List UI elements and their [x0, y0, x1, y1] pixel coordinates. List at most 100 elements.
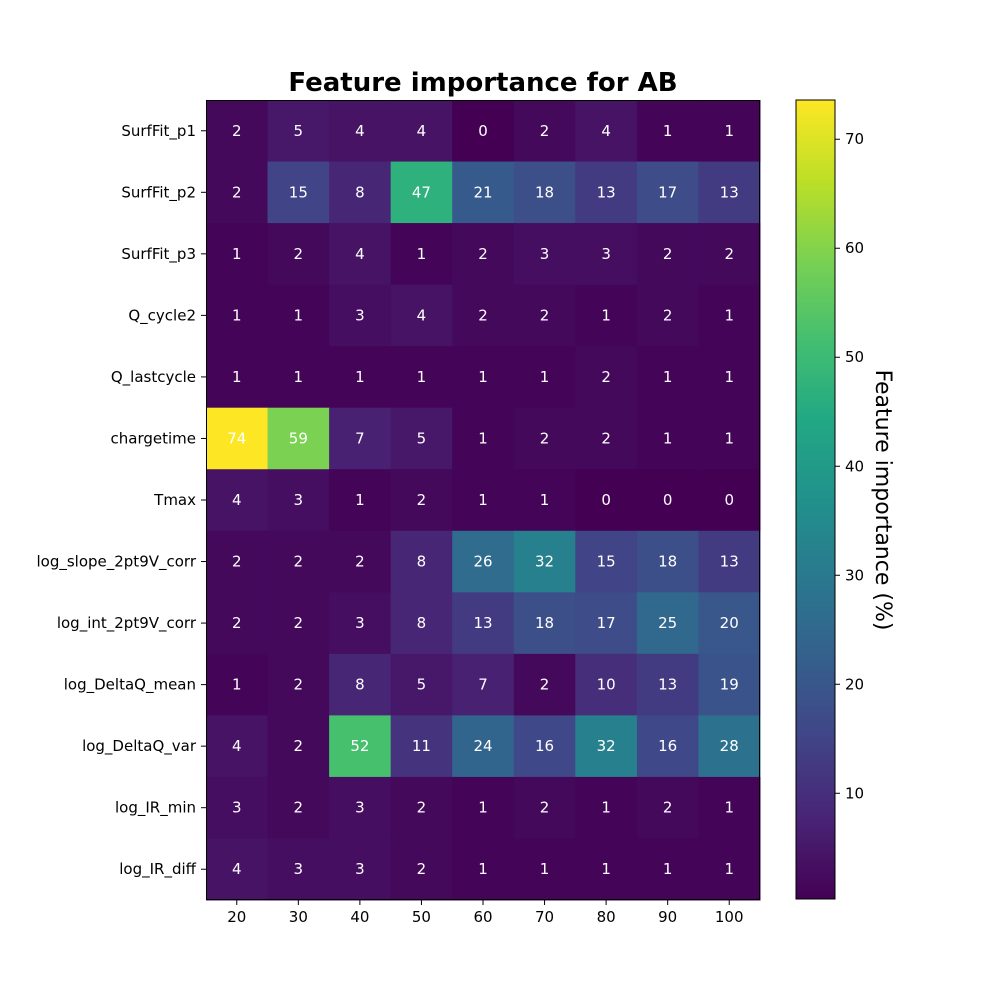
- colorbar-ticks: 10 20 30 40 50 60 70: [835, 130, 864, 802]
- x-tick-label: 30: [289, 908, 308, 926]
- cell-value-label: 18: [658, 553, 677, 571]
- heatmap-cell: [575, 838, 638, 901]
- cell-value-label: 2: [294, 553, 304, 571]
- cell-value-label: 5: [294, 122, 304, 140]
- chart-title: Feature importance for AB: [288, 68, 677, 98]
- heatmap-cell: [636, 161, 699, 224]
- heatmap-cell: [329, 530, 392, 593]
- heatmap-cell: [267, 469, 330, 532]
- heatmap-cell: [575, 776, 638, 839]
- y-tick-label: SurfFit_p3: [121, 245, 196, 264]
- heatmap-cell: [206, 838, 269, 901]
- heatmap-cell: [206, 284, 269, 347]
- heatmap-cell: [636, 407, 699, 470]
- cell-value-label: 1: [663, 122, 673, 140]
- cell-value-label: 2: [540, 799, 550, 817]
- cell-value-label: 2: [540, 122, 550, 140]
- heatmap-cell: [636, 284, 699, 347]
- heatmap-cell: [698, 346, 761, 409]
- cell-value-label: 3: [601, 245, 611, 263]
- cell-value-label: 59: [289, 429, 308, 447]
- heatmap-cell: [329, 346, 392, 409]
- colorbar-tick-label: 30: [845, 566, 864, 584]
- heatmap-cell: [206, 407, 269, 470]
- cell-value-label: 16: [658, 737, 677, 755]
- heatmap-cell: [452, 100, 515, 163]
- cell-value-label: 2: [294, 614, 304, 632]
- cell-value-label: 0: [663, 491, 673, 509]
- cell-value-label: 13: [658, 676, 677, 694]
- cell-value-label: 3: [540, 245, 550, 263]
- heatmap-cell: [513, 346, 576, 409]
- heatmap-cell: [329, 161, 392, 224]
- heatmap-cell: [698, 100, 761, 163]
- cell-value-label: 17: [597, 614, 616, 632]
- cell-value-label: 1: [232, 676, 242, 694]
- heatmap-cell: [206, 715, 269, 778]
- cell-value-label: 2: [724, 245, 734, 263]
- cell-value-label: 3: [294, 491, 304, 509]
- heatmap-cell: [513, 653, 576, 716]
- cell-value-label: 3: [294, 860, 304, 878]
- heatmap-cell: [390, 407, 453, 470]
- heatmap-cell: [390, 592, 453, 655]
- heatmap-cell: [575, 223, 638, 286]
- cell-value-label: 4: [601, 122, 611, 140]
- cell-value-label: 28: [720, 737, 739, 755]
- heatmap-cell: [452, 776, 515, 839]
- heatmap-cell: [575, 530, 638, 593]
- heatmap-cell: [636, 530, 699, 593]
- heatmap-cell: [698, 161, 761, 224]
- heatmap-cell: [575, 407, 638, 470]
- cell-value-label: 3: [355, 860, 365, 878]
- heatmap-cell: [513, 407, 576, 470]
- heatmap-cell: [452, 346, 515, 409]
- heatmap-cell: [636, 346, 699, 409]
- y-tick-label: log_IR_diff: [119, 860, 196, 879]
- heatmap-cell: [513, 469, 576, 532]
- cell-value-label: 1: [724, 860, 734, 878]
- heatmap-cell: [267, 100, 330, 163]
- y-tick-label: SurfFit_p2: [121, 183, 196, 202]
- heatmap-cell: [452, 469, 515, 532]
- cell-value-label: 17: [658, 183, 677, 201]
- x-tick-label: 60: [473, 908, 492, 926]
- heatmap-cell: [698, 530, 761, 593]
- heatmap-cell: [329, 100, 392, 163]
- cell-value-label: 47: [412, 183, 431, 201]
- heatmap-cell: [636, 715, 699, 778]
- heatmap-cell: [267, 284, 330, 347]
- cell-value-label: 2: [232, 614, 242, 632]
- cell-value-label: 0: [478, 122, 488, 140]
- cell-value-label: 8: [355, 676, 365, 694]
- heatmap-cell: [513, 530, 576, 593]
- heatmap-cell: [206, 100, 269, 163]
- cell-value-label: 2: [540, 306, 550, 324]
- heatmap-cell: [390, 469, 453, 532]
- heatmap-cell: [390, 530, 453, 593]
- cell-value-label: 1: [540, 368, 550, 386]
- cell-value-label: 2: [540, 429, 550, 447]
- plot-frame: [206, 100, 760, 900]
- cell-value-label: 74: [227, 429, 246, 447]
- cell-value-label: 13: [720, 183, 739, 201]
- heatmap-cell: [390, 100, 453, 163]
- colorbar-tick-label: 10: [845, 784, 864, 802]
- heatmap-cell: [636, 592, 699, 655]
- cell-value-label: 3: [232, 799, 242, 817]
- cell-value-label: 19: [720, 676, 739, 694]
- heatmap-cell: [390, 715, 453, 778]
- heatmap-cell: [267, 592, 330, 655]
- heatmap-cell: [452, 530, 515, 593]
- cell-value-label: 1: [724, 429, 734, 447]
- cell-value-label: 24: [473, 737, 492, 755]
- heatmap-cell: [513, 223, 576, 286]
- heatmap-cell: [390, 223, 453, 286]
- heatmap-cell: [513, 838, 576, 901]
- cell-value-label: 1: [540, 860, 550, 878]
- heatmap-cell: [329, 653, 392, 716]
- heatmap-cell: [390, 161, 453, 224]
- cell-value-label: 18: [535, 183, 554, 201]
- cell-value-label: 2: [601, 429, 611, 447]
- cell-value-label: 3: [355, 614, 365, 632]
